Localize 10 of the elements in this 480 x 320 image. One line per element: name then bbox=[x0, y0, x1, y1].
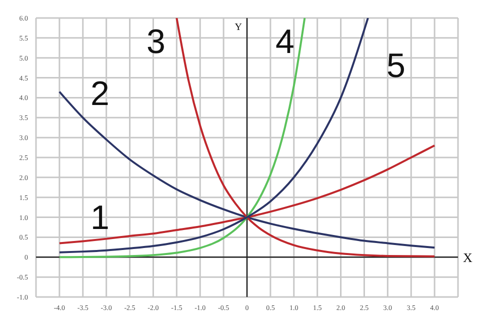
curve-number: 2 bbox=[90, 75, 110, 113]
y-axis-title: Y bbox=[234, 22, 242, 34]
curve-number: 5 bbox=[386, 47, 406, 85]
line-series bbox=[58, 144, 436, 244]
x-axis-title: X bbox=[463, 250, 473, 265]
line-series bbox=[58, 18, 306, 258]
curve-number: 4 bbox=[276, 23, 294, 61]
curve-number: 1 bbox=[90, 199, 110, 237]
line-series bbox=[176, 18, 436, 258]
curve-number: 3 bbox=[146, 23, 166, 61]
